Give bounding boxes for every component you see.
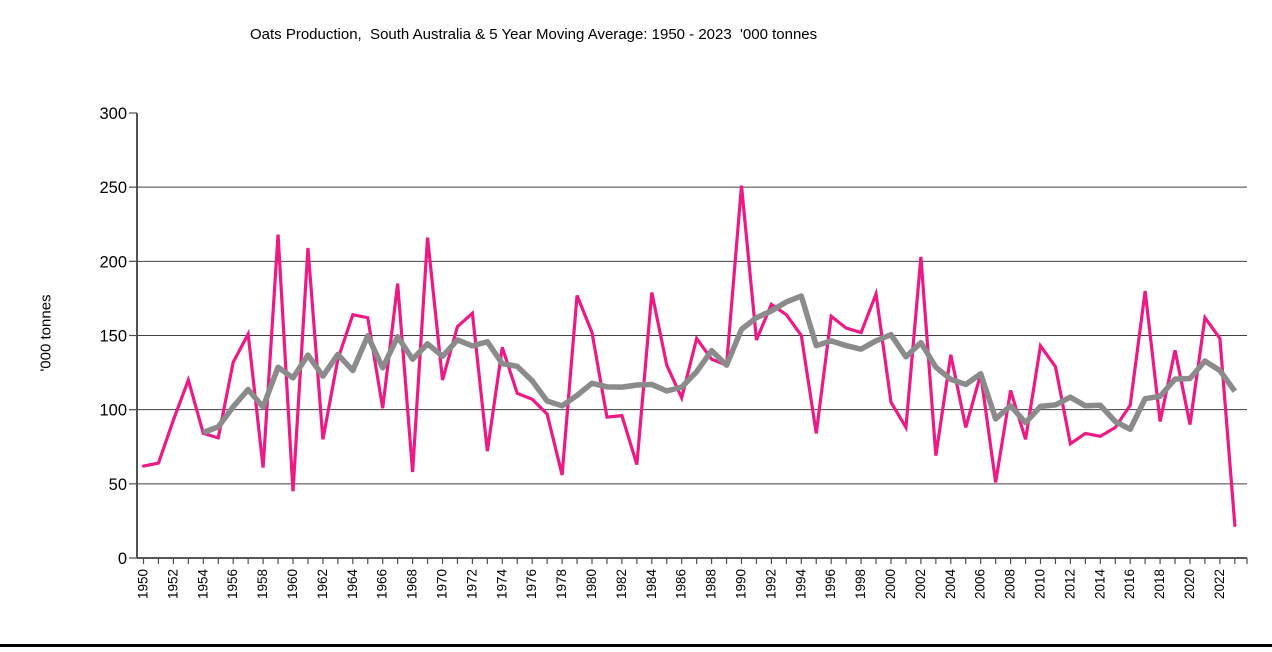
y-axis-label: 200 <box>99 253 127 271</box>
x-axis-label: 1968 <box>405 569 420 599</box>
bottom-border-bar <box>0 644 1272 647</box>
x-axis-label: 1986 <box>674 569 689 599</box>
x-axis-label: 1996 <box>823 569 838 599</box>
x-axis-label: 2012 <box>1062 569 1077 599</box>
production-line <box>141 185 1237 527</box>
x-axis-label: 1980 <box>584 569 599 599</box>
x-axis-label: 2018 <box>1152 569 1167 599</box>
x-axis-label: 1972 <box>464 569 479 599</box>
x-axis-label: 1998 <box>853 569 868 599</box>
x-axis-label: 1958 <box>255 569 270 599</box>
x-axis-label: 2006 <box>973 569 988 599</box>
x-axis-label: 1964 <box>345 569 360 600</box>
x-axis-label: 1952 <box>165 569 180 599</box>
x-axis-label: 1966 <box>375 569 390 599</box>
x-axis-label: 2010 <box>1033 569 1048 599</box>
x-axis-label: 1984 <box>644 569 659 600</box>
x-axis-label: 1954 <box>195 569 210 600</box>
x-axis-label: 2002 <box>913 569 928 599</box>
x-axis-label: 1982 <box>614 569 629 599</box>
x-axis-label: 1994 <box>793 569 808 600</box>
x-axis-label: 1970 <box>435 569 450 599</box>
x-axis-label: 1956 <box>225 569 240 599</box>
x-axis-label: 2000 <box>883 569 898 599</box>
x-axis-label: 2016 <box>1122 569 1137 599</box>
y-axis-label: 100 <box>99 402 127 420</box>
x-axis-label: 2008 <box>1003 569 1018 599</box>
x-axis-label: 1950 <box>136 569 151 599</box>
y-axis-label: 0 <box>118 550 127 568</box>
x-axis-label: 1960 <box>285 569 300 599</box>
x-axis-label: 1978 <box>554 569 569 599</box>
x-axis-label: 2004 <box>943 569 958 600</box>
x-axis-label: 1992 <box>763 569 778 599</box>
y-axis-label: 300 <box>99 105 127 123</box>
x-axis-label: 2020 <box>1182 569 1197 599</box>
moving-average-line <box>202 293 1238 436</box>
y-axis-label: 50 <box>109 476 127 494</box>
x-axis-label: 2014 <box>1092 569 1107 600</box>
x-axis-label: 1990 <box>734 569 749 599</box>
x-axis-label: 1976 <box>524 569 539 599</box>
x-axis-label: 1988 <box>704 569 719 599</box>
x-axis-label: 2022 <box>1212 569 1227 599</box>
chart-title: Oats Production, South Australia & 5 Yea… <box>250 26 818 43</box>
y-axis-label: 150 <box>99 328 127 346</box>
x-axis-label: 1962 <box>315 569 330 599</box>
x-axis-label: 1974 <box>494 569 509 600</box>
y-axis-label: 250 <box>99 179 127 197</box>
